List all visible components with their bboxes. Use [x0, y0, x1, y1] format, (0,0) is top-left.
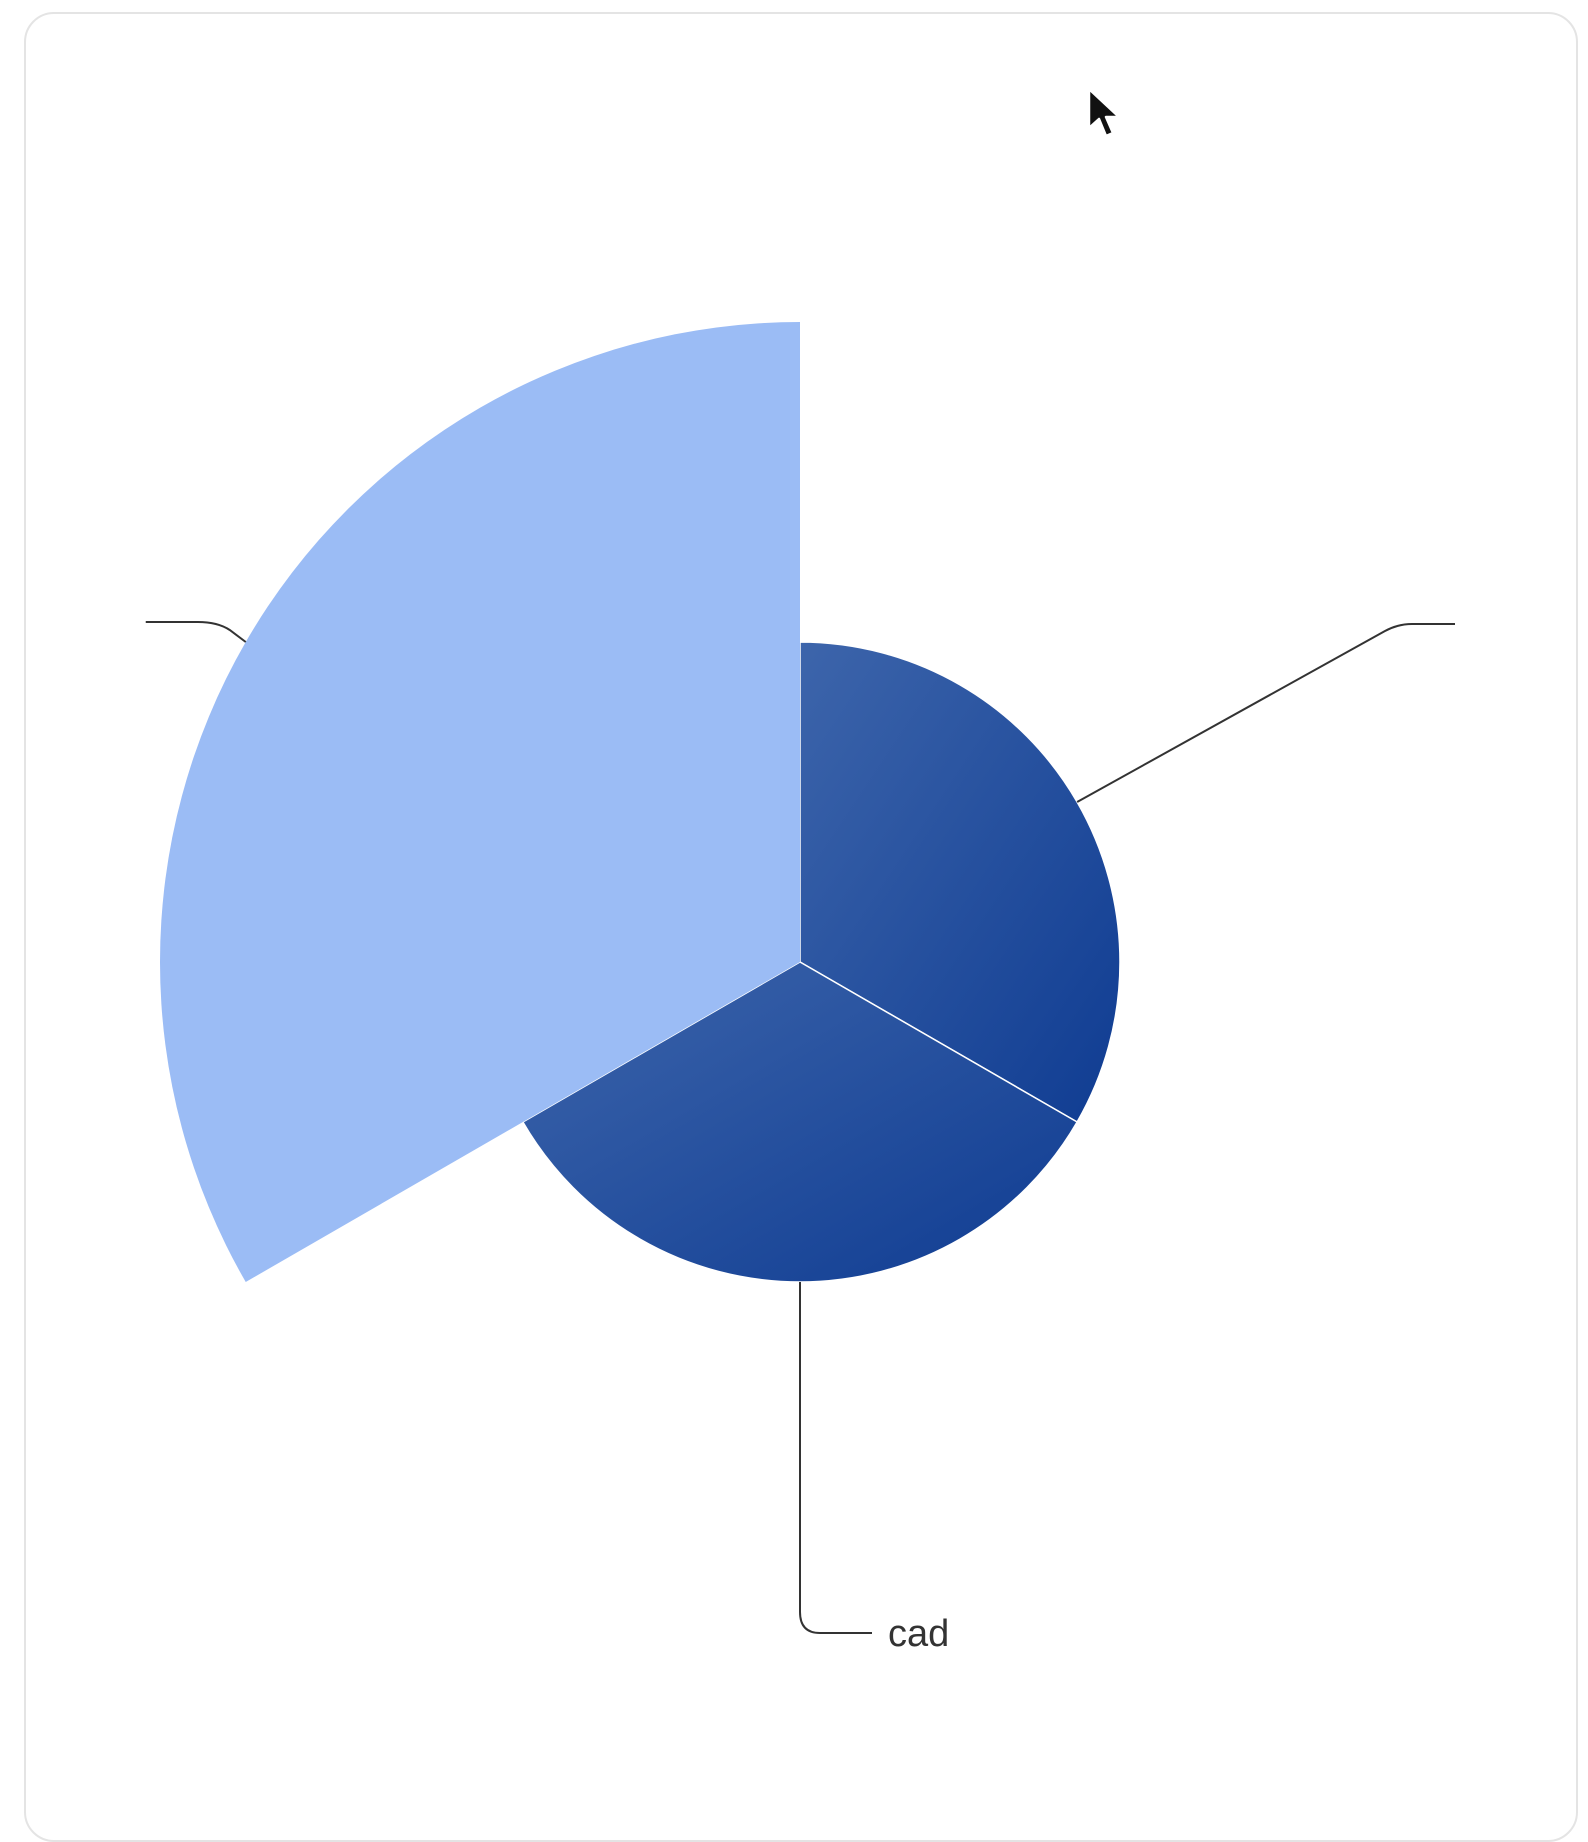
leader-line-slice-2: [799, 1282, 872, 1634]
slices-group: [160, 322, 1121, 1283]
slice-2[interactable]: [521, 961, 1079, 1283]
labels-group: cad: [888, 1613, 949, 1655]
leader-line-slice-0: [145, 621, 247, 643]
rose-chart: cad: [145, 322, 1455, 1655]
slice-1[interactable]: [799, 641, 1121, 1124]
leader-lines-group: [145, 621, 1455, 1634]
slice-0[interactable]: [160, 322, 801, 1282]
slice-label-2: cad: [888, 1613, 949, 1655]
mouse-cursor-icon: [1087, 87, 1121, 138]
leader-line-slice-1: [1076, 623, 1455, 803]
